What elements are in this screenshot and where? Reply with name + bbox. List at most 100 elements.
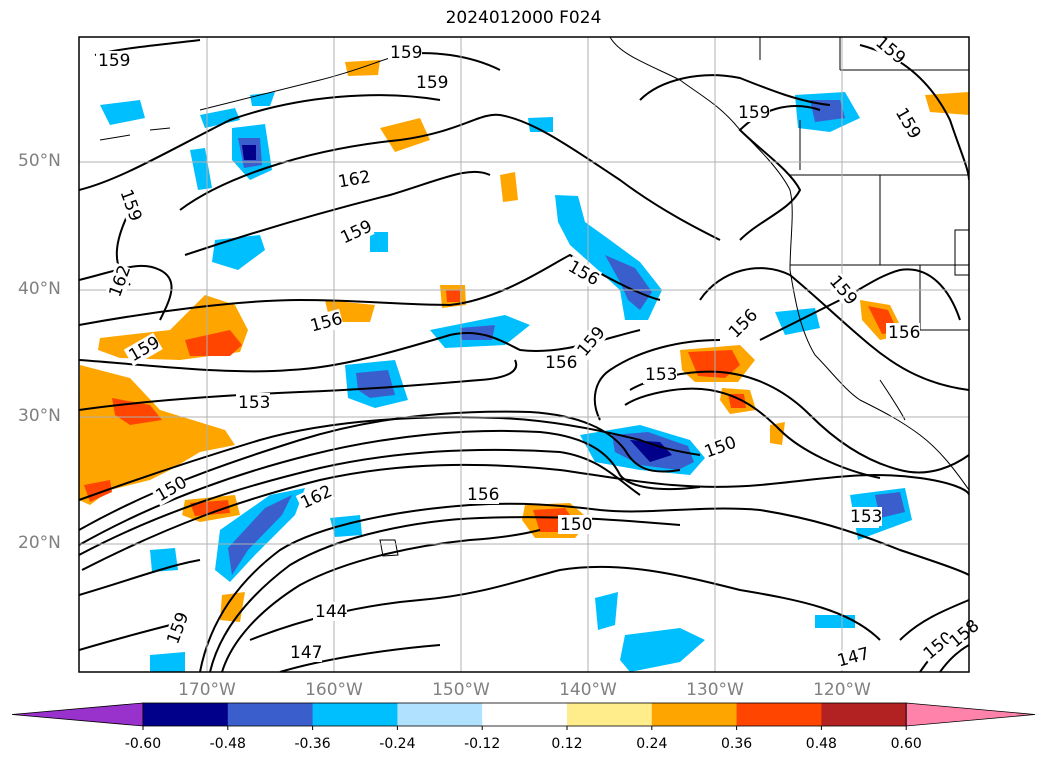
contour-line: [79, 94, 441, 191]
contour-line: [221, 529, 541, 672]
colorbar-extend-high: [905, 702, 1036, 727]
colorbar-segment: [482, 703, 568, 726]
shade-cold: [370, 232, 388, 252]
colorbar-tick-label: 0.60: [890, 736, 922, 752]
contour-label-bg: [699, 432, 739, 463]
contour-line: [79, 359, 518, 411]
contour-label-bg: [236, 393, 270, 412]
contour-line: [699, 267, 969, 391]
contour-label-bg: [295, 481, 335, 514]
island: [379, 539, 399, 557]
colorbar-segment: [651, 703, 738, 726]
shade-cold: [630, 440, 672, 462]
contour-line: [624, 387, 881, 479]
contour-label: 162: [298, 481, 336, 513]
contour-label-bg: [543, 353, 577, 372]
contour-label: 153: [645, 365, 677, 385]
contour-label-bg: [824, 270, 861, 309]
contour-label: 156: [308, 309, 345, 337]
contour-line: [629, 370, 969, 474]
colorbar-tick-label: 0.48: [805, 736, 837, 752]
contour-label-bg: [162, 609, 193, 649]
contour-label: 159: [338, 216, 376, 248]
colorbar-tick-label: 0.36: [721, 736, 753, 752]
shade-warm: [925, 92, 969, 115]
contour-label-bg: [335, 216, 375, 249]
shading-layer: [79, 60, 969, 672]
map-title: 2024012000 F024: [445, 8, 602, 28]
contour-label-bg: [643, 365, 677, 384]
shade-cold: [356, 370, 395, 398]
contour-line: [899, 599, 969, 641]
contour-line: [199, 502, 969, 672]
colorbar-tick-label: -0.24: [379, 736, 416, 752]
contour-label-bg: [306, 308, 345, 337]
contour-label-bg: [944, 616, 983, 653]
shade-warm: [500, 172, 518, 202]
shade-warm: [190, 500, 230, 516]
contour-label-bg: [288, 643, 322, 662]
colorbar-extend-low: [11, 702, 144, 727]
colorbar-tick-label: -0.60: [124, 736, 162, 752]
contour-line: [738, 105, 821, 241]
map-frame: [78, 36, 970, 673]
shade-cold: [330, 515, 362, 537]
contour-line: [279, 644, 441, 672]
shade-cold: [190, 148, 212, 190]
contour-label-bg: [886, 323, 920, 342]
contour-label: 150: [702, 433, 739, 463]
contour-line: [79, 559, 201, 596]
contour-line: [639, 74, 831, 106]
colorbar-frame: [142, 702, 907, 727]
colorbar-tick-label: -0.48: [209, 736, 246, 752]
contour-label: 153: [238, 393, 270, 413]
contour-label: 153: [850, 507, 882, 527]
contour-line: [79, 410, 681, 531]
contour-label-bg: [723, 305, 762, 344]
coastline: [99, 127, 171, 141]
contour-label: 162: [337, 167, 372, 192]
contour-label: 159: [738, 103, 770, 123]
contour-label-bg: [563, 255, 603, 290]
contour-label: 156: [467, 485, 499, 505]
coastline: [609, 37, 969, 491]
lon-label: 130°W: [686, 680, 744, 700]
contour-label-bg: [736, 103, 770, 122]
colorbar-segment: [736, 703, 822, 726]
shade-cold: [810, 100, 845, 122]
contour-label: 162: [105, 263, 135, 300]
lon-label: 170°W: [178, 680, 236, 700]
contour-line: [759, 268, 961, 341]
shade-cold: [595, 592, 618, 630]
coastline: [199, 54, 401, 111]
shade-warm: [770, 422, 785, 445]
contour-label-bg: [870, 31, 909, 68]
contour-line: [209, 516, 681, 672]
shade-cold: [100, 100, 145, 125]
colorbar-segment: [312, 703, 398, 726]
shade-cold: [875, 492, 905, 518]
contour-label: 156: [888, 323, 920, 343]
lat-label: 30°N: [18, 406, 61, 426]
contour-label-bg: [334, 167, 372, 192]
shade-warm: [728, 394, 746, 408]
colorbar-segment: [143, 703, 229, 726]
border: [954, 229, 969, 276]
shade-cold: [528, 117, 553, 132]
lon-label: 140°W: [559, 680, 617, 700]
colorbar-tick-label: 0.24: [636, 736, 668, 752]
lon-label: 120°W: [813, 680, 871, 700]
contour-label-bg: [848, 507, 882, 526]
colorbar-segment: [567, 703, 653, 726]
contour-label-bg: [104, 262, 135, 302]
contour-label: 159: [116, 187, 146, 224]
lon-label: 150°W: [432, 680, 490, 700]
contour-label: 147: [290, 643, 322, 663]
contour-label-bg: [150, 472, 190, 507]
shade-cold: [620, 628, 705, 672]
grid: [79, 37, 969, 672]
shade-cold: [228, 495, 292, 575]
contour-line: [184, 170, 491, 256]
lon-label: 160°W: [305, 680, 363, 700]
colorbar-segment: [821, 703, 907, 726]
